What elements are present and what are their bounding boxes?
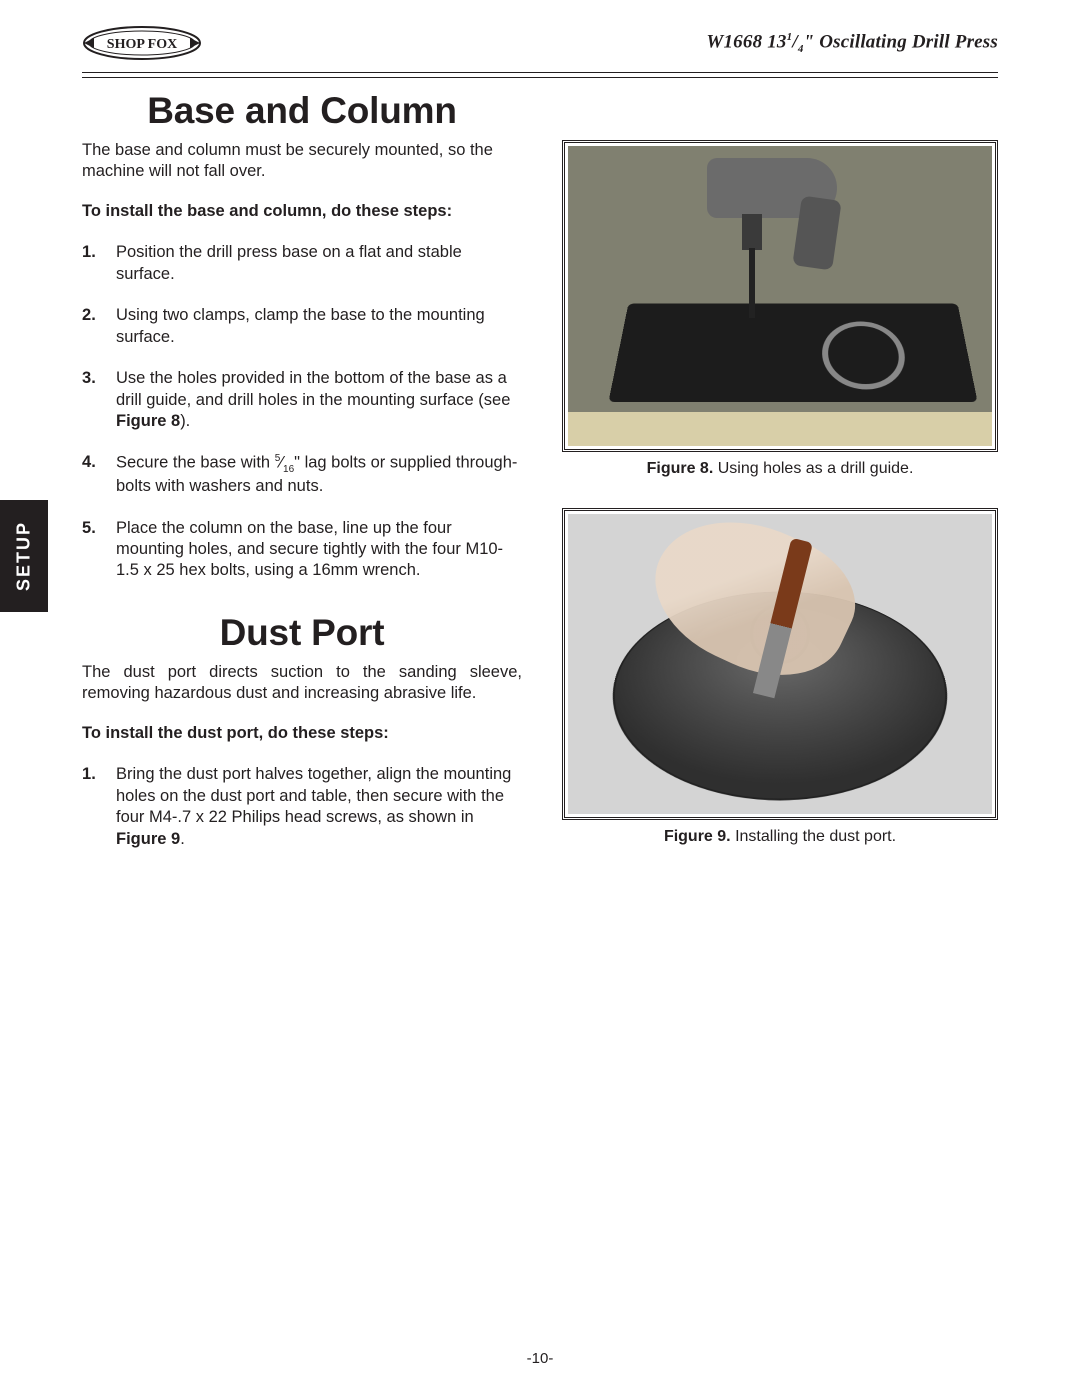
section2-intro: The dust port directs suction to the san… — [82, 662, 522, 705]
figure-9 — [562, 508, 998, 820]
section-tab: SETUP — [0, 500, 48, 612]
left-column: Base and Column The base and column must… — [82, 90, 522, 876]
page-number: -10- — [0, 1350, 1080, 1367]
step: Use the holes provided in the bottom of … — [82, 368, 522, 432]
section1-title: Base and Column — [82, 90, 522, 132]
step: Bring the dust port halves together, ali… — [82, 764, 522, 850]
step: Secure the base with 5⁄16" lag bolts or … — [82, 452, 522, 497]
section1-intro: The base and column must be securely mou… — [82, 140, 522, 183]
document-title: W1668 131/4" Oscillating Drill Press — [706, 31, 998, 55]
brand-text: SHOP FOX — [107, 37, 177, 52]
right-column: Figure 8. Using holes as a drill guide. … — [562, 90, 998, 876]
brand-logo: SHOP FOX — [82, 24, 202, 62]
section2-title: Dust Port — [82, 612, 522, 654]
section1-steps-intro: To install the base and column, do these… — [82, 201, 522, 222]
step: Using two clamps, clamp the base to the … — [82, 305, 522, 348]
section2-steps: Bring the dust port halves together, ali… — [82, 764, 522, 850]
figure-8-image — [568, 146, 992, 446]
section1-steps: Position the drill press base on a flat … — [82, 242, 522, 582]
content-area: Base and Column The base and column must… — [0, 78, 1080, 876]
section2-steps-intro: To install the dust port, do these steps… — [82, 723, 522, 744]
figure-8 — [562, 140, 998, 452]
step: Place the column on the base, line up th… — [82, 518, 522, 582]
figure-9-caption: Figure 9. Installing the dust port. — [562, 828, 998, 846]
step: Position the drill press base on a flat … — [82, 242, 522, 285]
page-header: SHOP FOX W1668 131/4" Oscillating Drill … — [0, 0, 1080, 72]
figure-8-caption: Figure 8. Using holes as a drill guide. — [562, 460, 998, 478]
figure-9-image — [568, 514, 992, 814]
